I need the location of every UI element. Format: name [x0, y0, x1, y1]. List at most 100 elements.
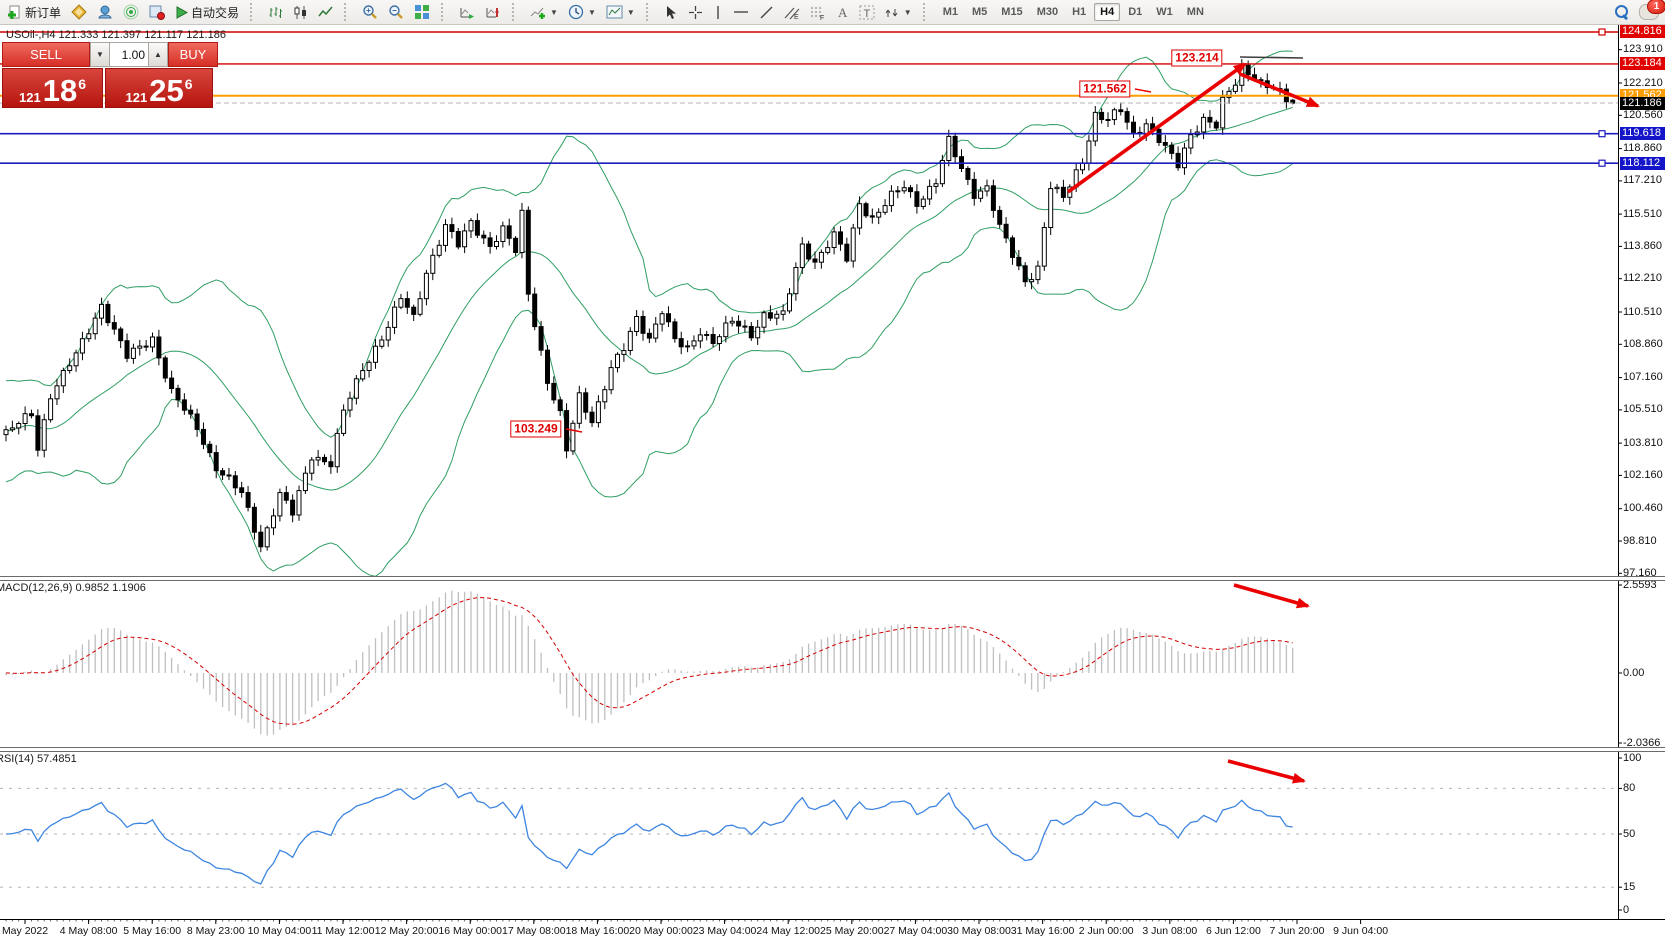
timeframe-button-MN[interactable]: MN [1186, 6, 1204, 18]
notifications-button[interactable]: 1 [1639, 0, 1665, 20]
hline-handle-124.816[interactable] [1598, 28, 1606, 36]
dropdown-caret: ▼ [587, 7, 596, 17]
timeframe-button-M1[interactable]: M1 [942, 6, 958, 18]
time-label-2: 5 May 16:00 [123, 925, 182, 937]
signals-icon [123, 4, 139, 20]
price-tick-103.810: 103.810 [1623, 436, 1663, 449]
timeframe-button-D1[interactable]: D1 [1128, 6, 1143, 18]
toolbar: 新订单 自动交易 [0, 0, 1665, 25]
auto-scroll-icon [460, 7, 475, 19]
toolbar-separator [645, 3, 653, 21]
red-trend-arrow-2[interactable] [1239, 72, 1320, 108]
timeframe-button-W1[interactable]: W1 [1156, 6, 1173, 18]
community-button[interactable] [93, 1, 117, 23]
volume-up-button[interactable]: ▲ [148, 42, 168, 67]
time-label-3: 8 May 23:00 [186, 925, 245, 937]
search-button[interactable] [1615, 5, 1629, 21]
trendline-tool-button[interactable] [755, 1, 778, 23]
candlestick-chart-icon [294, 5, 307, 19]
cursor-tool-button[interactable] [660, 1, 682, 23]
autotrading-button[interactable]: 自动交易 [171, 1, 243, 23]
red-trend-arrow-4[interactable] [1227, 759, 1306, 784]
line-chart-button[interactable] [314, 1, 337, 23]
annotation-label-123.214[interactable]: 123.214 [1171, 49, 1223, 67]
zoom-in-button[interactable] [358, 1, 382, 23]
chart-title: USOil-,H4 121.333 121.397 121.117 121.18… [6, 29, 226, 41]
metaeditor-button[interactable] [67, 1, 91, 23]
rsi-axis-15: 15 [1623, 880, 1636, 893]
auto-scroll-button[interactable] [455, 1, 479, 23]
volume-input[interactable] [110, 42, 148, 67]
zoom-out-button[interactable] [384, 1, 408, 23]
crosshair-tool-button[interactable] [684, 1, 707, 23]
autotrading-icon [176, 5, 189, 19]
fibonacci-icon: F [810, 7, 824, 20]
channel-tool-button[interactable]: E [780, 1, 804, 23]
price-tick-122.210: 122.210 [1623, 76, 1663, 89]
text-tool-button[interactable]: A [832, 1, 853, 23]
annotation-label-103.249[interactable]: 103.249 [510, 420, 562, 438]
chart-window[interactable]: USOil-,H4 121.333 121.397 121.117 121.18… [0, 24, 1665, 938]
volume-down-button[interactable]: ▼ [90, 42, 110, 67]
timeframe-button-H4[interactable]: H4 [1094, 3, 1121, 21]
candlestick-chart-button[interactable] [289, 1, 312, 23]
window-separator-rsi[interactable] [0, 747, 1665, 752]
timeframe-button-M5[interactable]: M5 [972, 6, 988, 18]
ask-price-display[interactable]: 121 25 6 [105, 68, 213, 108]
timeframe-button-M15[interactable]: M15 [1001, 6, 1023, 18]
price-badge-119.618: 119.618 [1620, 127, 1665, 141]
channel-icon: E [784, 7, 800, 20]
bid-price-display[interactable]: 121 18 6 [2, 68, 103, 108]
cursor-icon [666, 5, 676, 19]
time-label-20: 7 Jun 20:00 [1269, 925, 1325, 937]
timeframe-button-H1[interactable]: H1 [1072, 6, 1087, 18]
chart-shift-button[interactable] [481, 1, 505, 23]
toolbar-separator [922, 3, 930, 21]
bid-pip-digit: 6 [78, 76, 86, 92]
period-button[interactable]: ▼ [564, 1, 600, 23]
clock-icon [568, 4, 584, 20]
buy-button[interactable]: BUY [168, 42, 218, 67]
sell-button[interactable]: SELL [2, 42, 90, 67]
window-separator-macd[interactable] [0, 576, 1665, 581]
red-trend-arrow-3[interactable] [1233, 583, 1310, 609]
macd-axis-0.00: 0.00 [1623, 666, 1645, 679]
search-icon [1615, 5, 1629, 21]
time-label-5: 11 May 12:00 [311, 925, 375, 937]
tile-windows-button[interactable] [410, 1, 434, 23]
timeframe-group: M1 M5 M15 M30 H1 H4 D1 W1 MN [934, 3, 1213, 21]
community-icon [98, 5, 112, 19]
red-trend-arrow-1[interactable] [1066, 62, 1247, 194]
time-label-1: 4 May 08:00 [59, 925, 118, 937]
new-order-label: 新订单 [25, 5, 62, 20]
rsi-name: RSI(14) [0, 753, 34, 765]
zoom-in-icon [363, 5, 377, 19]
time-label-13: 25 May 20:00 [819, 925, 884, 937]
fibonacci-tool-button[interactable]: F [806, 1, 830, 23]
hline-handle-119.618[interactable] [1598, 130, 1606, 138]
template-button[interactable]: ▼ [602, 1, 639, 23]
price-tick-105.510: 105.510 [1623, 403, 1663, 416]
new-order-button[interactable]: 新订单 [3, 1, 65, 23]
annotation-label-121.562[interactable]: 121.562 [1079, 80, 1131, 98]
horizontal-line-tool-button[interactable] [729, 1, 753, 23]
market-button[interactable] [145, 1, 169, 23]
indicators-button[interactable]: ▼ [526, 1, 562, 23]
arrows-tool-button[interactable]: ▼ [881, 1, 916, 23]
price-tick-113.860: 113.860 [1623, 239, 1662, 252]
notification-badge: 1 [1647, 0, 1665, 14]
bar-chart-button[interactable] [264, 1, 287, 23]
rsi-plot [0, 782, 1618, 888]
new-order-icon [8, 5, 20, 19]
ask-big-digits: 25 [149, 73, 184, 108]
timeframe-button-M30[interactable]: M30 [1036, 6, 1059, 18]
candles [3, 59, 1296, 553]
market-icon [149, 5, 166, 20]
hline-handle-118.112[interactable] [1598, 159, 1606, 167]
vertical-line-tool-button[interactable] [709, 1, 727, 23]
trendline-object[interactable] [1239, 56, 1304, 59]
dropdown-caret: ▼ [550, 7, 558, 17]
arrows-icon [885, 8, 898, 17]
label-tool-button[interactable]: T [855, 1, 879, 23]
signals-button[interactable] [119, 1, 143, 23]
